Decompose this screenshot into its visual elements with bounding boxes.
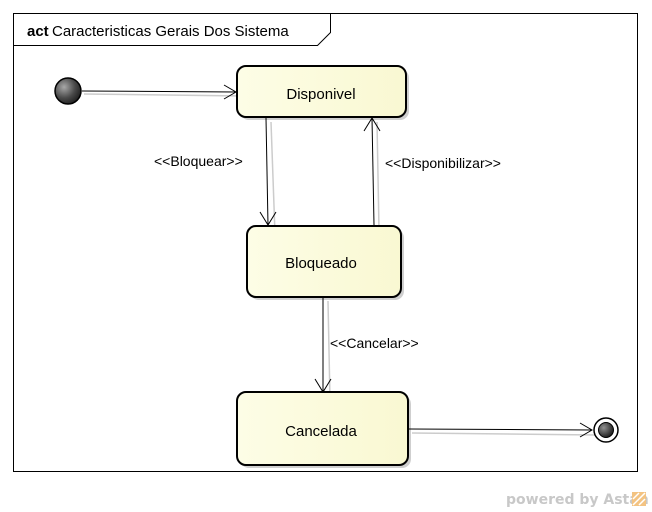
transition-bloquear: <<Bloquear>>: [154, 117, 277, 235]
state-cancelada-label: Cancelada: [285, 423, 357, 440]
state-disponivel[interactable]: Disponivel: [236, 65, 409, 120]
astah-logo-icon: [632, 492, 646, 506]
transition-disponibilizar: <<Disponibilizar>>: [363, 117, 501, 231]
frame-title: Caracteristicas Gerais Dos Sistema: [52, 23, 289, 40]
state-bloqueado-label: Bloqueado: [285, 255, 357, 272]
final-node: [593, 417, 619, 443]
initial-node: [54, 77, 82, 105]
state-cancelada[interactable]: Cancelada: [236, 391, 411, 468]
state-bloqueado[interactable]: Bloqueado: [246, 225, 404, 300]
transition-cancelar-label: <<Cancelar>>: [330, 335, 419, 351]
frame-keyword: act: [27, 23, 49, 40]
watermark-text: powered by Astah: [506, 492, 649, 508]
astah-watermark: powered by Astah: [506, 492, 649, 508]
transition-bloquear-label: <<Bloquear>>: [154, 153, 243, 169]
state-disponivel-label: Disponivel: [286, 86, 355, 103]
transition-disponibilizar-label: <<Disponibilizar>>: [385, 155, 501, 171]
transition-cancelada-to-final: [408, 422, 597, 438]
transition-cancelar: <<Cancelar>>: [314, 297, 419, 401]
